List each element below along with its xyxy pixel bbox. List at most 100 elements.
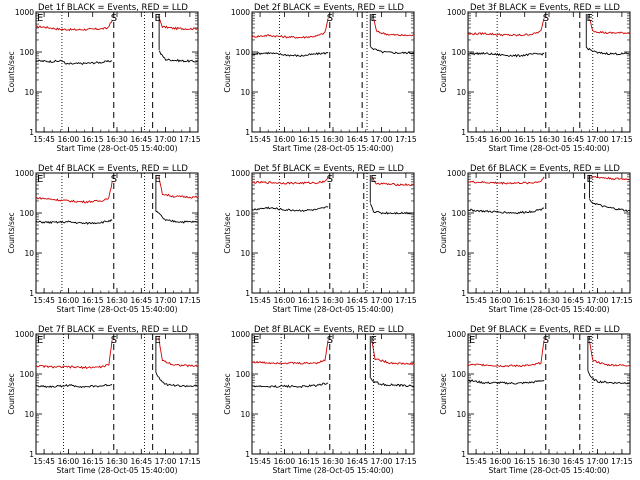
x-tick-label: 16:15 xyxy=(514,457,536,466)
x-axis-label: Start Time (28-Oct-05 15:40:00) xyxy=(488,466,609,475)
detector-panel-9: Det 9f BLACK = Events, RED = LLD 1 10 100 10… xyxy=(439,325,633,475)
x-tick-label: 16:45 xyxy=(346,457,368,466)
x-axis-label: Start Time (28-Oct-05 15:40:00) xyxy=(272,305,393,314)
x-tick-label: 16:15 xyxy=(82,457,104,466)
y-tick-label: 10 xyxy=(456,410,466,419)
end-marker: E xyxy=(371,13,377,24)
y-axis-label: Counts/sec xyxy=(7,212,16,253)
detector-panel-4: Det 4f BLACK = Events, RED = LLD 1 10 100 10… xyxy=(7,164,201,314)
events-series-segment xyxy=(251,382,329,389)
end-marker: E xyxy=(253,335,259,346)
x-tick-label: 16:45 xyxy=(562,457,584,466)
events-series-segment xyxy=(251,51,329,58)
x-axis-label: Start Time (28-Oct-05 15:40:00) xyxy=(272,466,393,475)
lld-series-segment xyxy=(591,175,631,181)
x-tick-label: 17:15 xyxy=(179,457,201,466)
x-tick-label: 16:15 xyxy=(82,135,104,144)
events-series-segment xyxy=(467,207,545,215)
events-series-segment xyxy=(370,378,415,388)
lld-series-segment xyxy=(467,340,545,368)
x-axis-label: Start Time (28-Oct-05 15:40:00) xyxy=(488,144,609,153)
lld-series-segment xyxy=(371,340,415,366)
x-tick-label: 16:30 xyxy=(538,457,560,466)
x-tick-label: 16:00 xyxy=(274,296,296,305)
x-tick-label: 16:45 xyxy=(562,296,584,305)
lld-series-segment xyxy=(467,176,545,185)
x-tick-label: 17:00 xyxy=(587,457,609,466)
x-tick-label: 16:15 xyxy=(82,296,104,305)
lld-series-segment xyxy=(158,339,199,368)
end-marker: E xyxy=(371,335,377,346)
plot-frame xyxy=(35,333,199,455)
x-tick-label: 16:45 xyxy=(562,135,584,144)
start-marker: S xyxy=(327,335,333,346)
detector-panel-3: Det 3f BLACK = Events, RED = LLD 1 10 100 10… xyxy=(439,3,633,153)
panel-title: Det 8f BLACK = Events, RED = LLD xyxy=(254,325,404,335)
lld-series-segment xyxy=(589,341,631,367)
x-tick-label: 17:00 xyxy=(371,457,393,466)
x-tick-label: 16:30 xyxy=(538,296,560,305)
lld-series-segment xyxy=(251,340,329,365)
x-tick-label: 16:30 xyxy=(106,296,128,305)
x-tick-label: 17:00 xyxy=(155,135,177,144)
start-marker: S xyxy=(111,174,117,185)
x-tick-label: 16:30 xyxy=(538,135,560,144)
x-tick-label: 17:15 xyxy=(179,296,201,305)
events-series-segment xyxy=(585,46,631,56)
x-tick-label: 17:00 xyxy=(371,135,393,144)
y-tick-label: 100 xyxy=(452,370,467,379)
x-tick-label: 16:00 xyxy=(58,457,80,466)
y-tick-label: 100 xyxy=(20,48,35,57)
y-axis-label: Counts/sec xyxy=(439,212,448,253)
detector-panel-2: Det 2f BLACK = Events, RED = LLD 1 10 100 10… xyxy=(223,3,417,153)
end-marker: E xyxy=(37,174,43,185)
lld-series-segment xyxy=(373,18,415,37)
x-axis-label: Start Time (28-Oct-05 15:40:00) xyxy=(56,144,177,153)
plot-frame xyxy=(35,172,199,294)
x-tick-label: 17:15 xyxy=(395,135,417,144)
lld-series-segment xyxy=(35,340,113,370)
panel-title: Det 2f BLACK = Events, RED = LLD xyxy=(254,3,404,13)
lld-series-segment xyxy=(158,178,199,199)
x-tick-label: 16:15 xyxy=(298,457,320,466)
x-tick-label: 17:00 xyxy=(155,457,177,466)
plot-frame xyxy=(251,11,415,133)
events-series-segment xyxy=(251,206,329,212)
detector-panel-5: Det 5f BLACK = Events, RED = LLD 1 10 100 10… xyxy=(223,164,417,314)
panel-title: Det 3f BLACK = Events, RED = LLD xyxy=(470,3,620,13)
panel-title: Det 9f BLACK = Events, RED = LLD xyxy=(470,325,620,335)
x-tick-label: 16:30 xyxy=(322,457,344,466)
x-tick-label: 16:00 xyxy=(274,135,296,144)
x-tick-label: 16:45 xyxy=(130,135,152,144)
y-axis-label: Counts/sec xyxy=(223,373,232,414)
y-tick-label: 100 xyxy=(236,370,251,379)
y-tick-label: 1000 xyxy=(231,169,250,178)
lld-series-segment xyxy=(467,18,545,37)
y-tick-label: 1000 xyxy=(447,330,466,339)
x-tick-label: 16:15 xyxy=(298,135,320,144)
x-tick-label: 17:00 xyxy=(587,296,609,305)
x-axis-label: Start Time (28-Oct-05 15:40:00) xyxy=(488,305,609,314)
events-series-segment xyxy=(467,379,545,385)
x-tick-label: 15:45 xyxy=(465,457,487,466)
y-tick-label: 1 xyxy=(461,450,466,459)
events-series-segment xyxy=(369,46,415,55)
plot-frame xyxy=(467,172,631,294)
x-tick-label: 17:15 xyxy=(395,296,417,305)
events-series-segment xyxy=(36,383,113,389)
detector-panel-7: Det 7f BLACK = Events, RED = LLD 1 10 100 10… xyxy=(7,325,201,475)
x-tick-label: 16:15 xyxy=(298,296,320,305)
x-tick-label: 15:45 xyxy=(249,457,271,466)
y-tick-label: 10 xyxy=(24,249,34,258)
y-tick-label: 100 xyxy=(20,370,35,379)
y-tick-label: 100 xyxy=(20,209,35,218)
x-tick-label: 16:30 xyxy=(322,135,344,144)
panel-title: Det 1f BLACK = Events, RED = LLD xyxy=(38,3,188,13)
x-tick-label: 17:15 xyxy=(611,296,633,305)
x-tick-label: 16:15 xyxy=(514,296,536,305)
y-tick-label: 1 xyxy=(29,128,34,137)
start-marker: S xyxy=(327,174,333,185)
plot-frame xyxy=(467,333,631,455)
x-tick-label: 16:00 xyxy=(490,135,512,144)
